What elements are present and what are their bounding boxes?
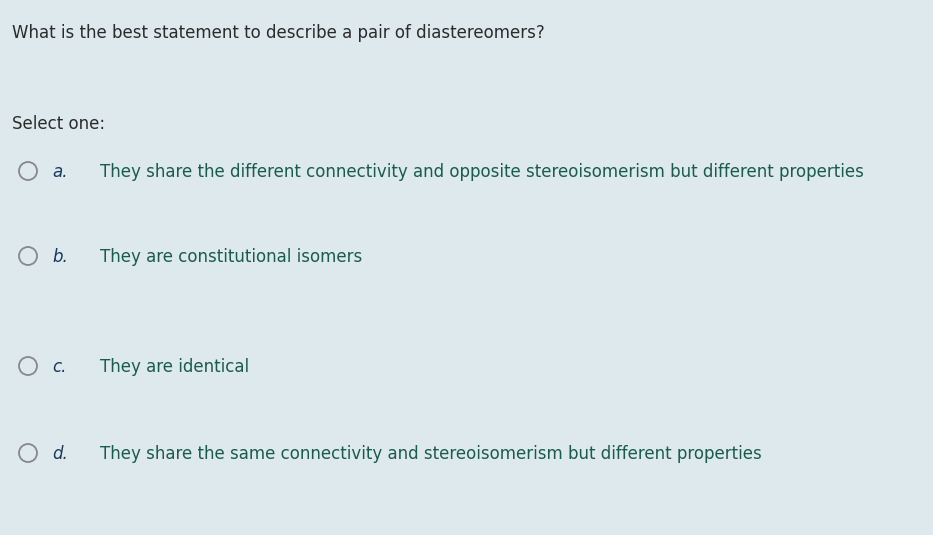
Text: b.: b. — [52, 248, 68, 266]
Text: d.: d. — [52, 445, 68, 463]
Text: c.: c. — [52, 358, 66, 376]
Text: They are identical: They are identical — [100, 358, 249, 376]
Text: Select one:: Select one: — [12, 115, 105, 133]
Text: They share the different connectivity and opposite stereoisomerism but different: They share the different connectivity an… — [100, 163, 864, 181]
Text: They share the same connectivity and stereoisomerism but different properties: They share the same connectivity and ste… — [100, 445, 761, 463]
Text: What is the best statement to describe a pair of diastereomers?: What is the best statement to describe a… — [12, 24, 545, 42]
Text: a.: a. — [52, 163, 67, 181]
Text: They are constitutional isomers: They are constitutional isomers — [100, 248, 362, 266]
